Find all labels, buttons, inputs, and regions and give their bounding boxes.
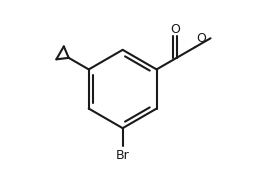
Text: O: O bbox=[170, 23, 180, 36]
Text: Br: Br bbox=[116, 149, 130, 162]
Text: O: O bbox=[196, 32, 206, 44]
